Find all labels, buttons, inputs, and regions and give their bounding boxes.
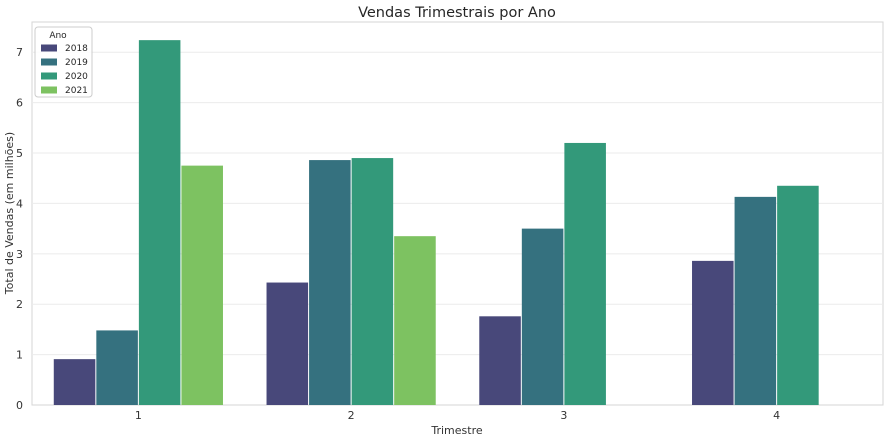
y-tick-label: 5 [16,147,23,160]
bar-2020-q4 [777,185,819,405]
legend-label-2021: 2021 [65,86,88,96]
bar-2018-q1 [53,359,96,405]
bar-2020-q3 [564,142,606,405]
y-tick-label: 6 [16,97,23,110]
y-tick-labels: 0 1 2 3 4 5 6 7 [16,46,23,412]
bars [53,40,819,406]
bar-2020-q1 [138,40,181,406]
legend-label-2018: 2018 [65,44,88,54]
legend-label-2019: 2019 [65,58,88,68]
chart-title: Vendas Trimestrais por Ano [358,5,556,21]
legend: Ano 2018 2019 2020 2021 [34,26,93,98]
legend-swatch-2020 [41,72,57,80]
legend-swatch-2021 [41,86,57,94]
y-tick-label: 4 [16,197,23,210]
legend-swatch-2018 [41,44,57,52]
x-tick-label: 3 [560,409,567,422]
bar-2019-q4 [734,196,777,405]
bar-2019-q2 [309,160,351,405]
bar-2021-q1 [181,165,223,405]
legend-label-2020: 2020 [65,72,88,82]
bar-2019-q1 [96,330,138,405]
y-tick-label: 7 [16,46,23,59]
x-tick-labels: 1 2 3 4 [135,409,780,422]
x-tick-label: 1 [135,409,142,422]
bar-2018-q4 [692,260,734,405]
bar-2018-q2 [266,282,309,405]
y-tick-label: 2 [16,298,23,311]
y-axis-title: Total de Vendas (em milhões) [3,132,16,295]
legend-items: 2018 2019 2020 2021 [41,44,88,96]
bar-2021-q2 [394,236,436,405]
legend-swatch-2019 [41,58,57,66]
y-tick-label: 1 [16,349,23,362]
x-tick-label: 4 [773,409,780,422]
x-axis-title: Trimestre [430,424,482,437]
bar-2019-q3 [521,228,564,405]
y-tick-label: 3 [16,248,23,261]
bar-2020-q2 [351,158,394,405]
legend-title: Ano [49,31,67,41]
x-tick-label: 2 [348,409,355,422]
bar-2018-q3 [479,316,521,405]
y-tick-label: 0 [16,399,23,412]
